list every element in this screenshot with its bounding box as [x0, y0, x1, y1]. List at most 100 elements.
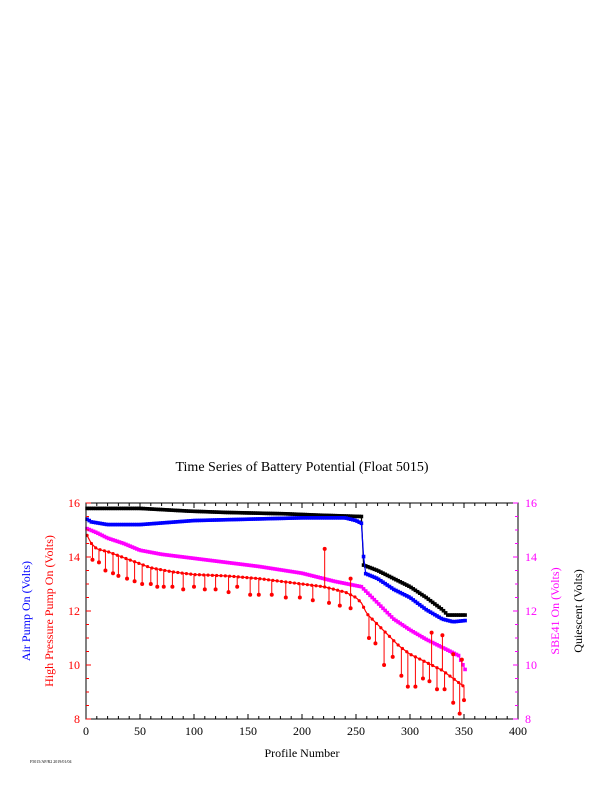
- data-point: [452, 613, 457, 617]
- data-point: [409, 585, 413, 590]
- data-point: [398, 590, 403, 595]
- hp-dip-point: [155, 584, 160, 589]
- data-point: [93, 530, 98, 535]
- data-point: [100, 521, 104, 526]
- data-point: [450, 613, 454, 617]
- data-point: [234, 510, 238, 515]
- data-point: [420, 604, 424, 609]
- data-point: [387, 634, 392, 638]
- data-point: [182, 555, 187, 559]
- data-point: [236, 575, 240, 579]
- data-point: [171, 520, 176, 524]
- data-point: [292, 516, 297, 520]
- data-point: [336, 588, 340, 592]
- data-point: [392, 639, 396, 643]
- data-point: [204, 509, 208, 514]
- data-point: [394, 618, 398, 623]
- data-point: [236, 517, 241, 522]
- data-point: [437, 644, 441, 648]
- data-point: [424, 637, 428, 642]
- data-point: [184, 509, 189, 513]
- data-point: [182, 509, 187, 513]
- data-point: [357, 584, 362, 589]
- data-point: [206, 558, 210, 562]
- data-point: [147, 522, 152, 526]
- data-point: [271, 511, 275, 516]
- data-point: [176, 508, 180, 513]
- data-point: [312, 516, 316, 520]
- data-point: [422, 606, 426, 610]
- data-point: [303, 572, 308, 576]
- data-point: [433, 641, 437, 646]
- data-point: [376, 569, 381, 573]
- right-axis-label-quiescent: Quiescent (Volts): [571, 569, 585, 652]
- data-point: [357, 599, 361, 603]
- data-point: [290, 512, 295, 516]
- data-point: [253, 517, 258, 521]
- data-point: [383, 572, 387, 577]
- data-point: [281, 511, 286, 516]
- data-point: [111, 522, 115, 527]
- data-point: [141, 549, 146, 553]
- data-point: [145, 564, 150, 569]
- hp-dip-point: [373, 641, 378, 646]
- data-point: [366, 572, 370, 577]
- data-point: [132, 506, 137, 511]
- data-point: [325, 516, 329, 520]
- data-point: [266, 578, 271, 582]
- data-point: [426, 638, 431, 643]
- data-point: [249, 576, 253, 580]
- data-point: [221, 510, 225, 515]
- data-point: [186, 555, 191, 560]
- data-point: [316, 516, 320, 520]
- data-point: [346, 514, 351, 518]
- data-point: [443, 618, 448, 622]
- data-point: [139, 548, 143, 553]
- series-line-high-pressure-pump-on-volts: [86, 535, 464, 687]
- series-layer: [85, 506, 467, 716]
- data-point: [191, 556, 195, 561]
- data-point: [199, 518, 204, 523]
- data-point: [355, 519, 359, 523]
- data-point: [361, 605, 366, 609]
- y-tick-label-right: 16: [525, 496, 537, 510]
- data-point: [299, 571, 303, 575]
- data-point: [329, 516, 333, 520]
- data-point: [396, 620, 400, 624]
- data-point: [141, 506, 146, 511]
- data-point: [120, 555, 124, 559]
- data-point: [152, 507, 156, 511]
- data-point: [176, 519, 180, 524]
- hp-dip-point: [125, 576, 130, 581]
- data-point: [91, 520, 96, 525]
- data-point: [154, 567, 158, 571]
- data-point: [197, 509, 202, 514]
- data-point: [178, 519, 182, 524]
- data-point: [113, 538, 117, 543]
- data-point: [238, 562, 243, 566]
- data-point: [206, 509, 210, 514]
- data-point: [309, 573, 314, 578]
- data-point: [98, 548, 102, 552]
- data-point: [141, 563, 145, 567]
- hp-dip-point: [451, 700, 456, 705]
- data-point: [301, 571, 305, 576]
- data-point: [180, 571, 184, 575]
- data-point: [305, 583, 309, 587]
- data-point: [156, 551, 161, 556]
- data-point: [441, 646, 446, 650]
- data-point: [124, 522, 128, 527]
- data-point: [350, 514, 355, 519]
- data-point: [152, 521, 156, 526]
- data-point: [417, 602, 422, 607]
- data-point: [258, 577, 262, 581]
- data-point: [374, 621, 379, 626]
- data-point: [223, 517, 228, 522]
- data-point: [102, 522, 107, 526]
- data-point: [264, 516, 269, 521]
- data-point: [314, 574, 318, 579]
- data-point: [331, 579, 336, 583]
- data-point: [389, 575, 394, 580]
- data-point: [191, 509, 195, 514]
- data-point: [202, 573, 206, 577]
